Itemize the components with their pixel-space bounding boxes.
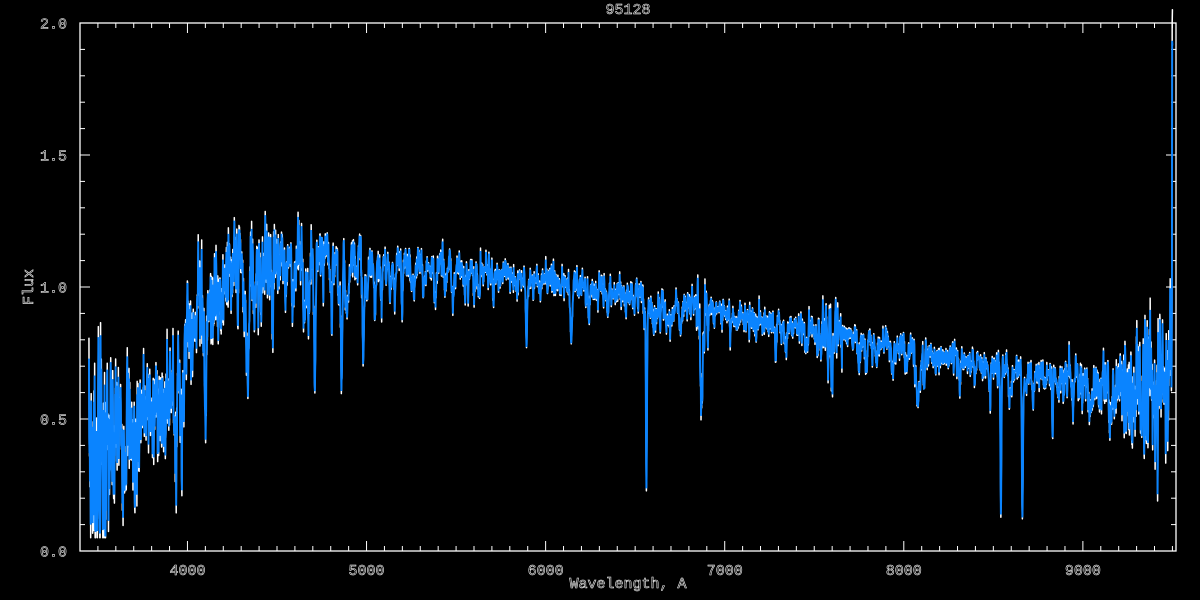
svg-text:6000: 6000 bbox=[528, 563, 564, 580]
svg-text:Flux: Flux bbox=[21, 269, 38, 305]
svg-text:Wavelength, A: Wavelength, A bbox=[569, 576, 686, 593]
svg-text:1.0: 1.0 bbox=[40, 281, 67, 298]
svg-text:0.0: 0.0 bbox=[40, 545, 67, 562]
svg-text:9000: 9000 bbox=[1065, 563, 1101, 580]
svg-text:95128: 95128 bbox=[605, 2, 650, 19]
svg-text:5000: 5000 bbox=[349, 563, 385, 580]
svg-text:8000: 8000 bbox=[886, 563, 922, 580]
svg-text:7000: 7000 bbox=[707, 563, 743, 580]
svg-text:1.5: 1.5 bbox=[40, 149, 67, 166]
svg-text:2.0: 2.0 bbox=[40, 17, 67, 34]
svg-text:4000: 4000 bbox=[169, 563, 205, 580]
svg-text:0.5: 0.5 bbox=[40, 413, 67, 430]
